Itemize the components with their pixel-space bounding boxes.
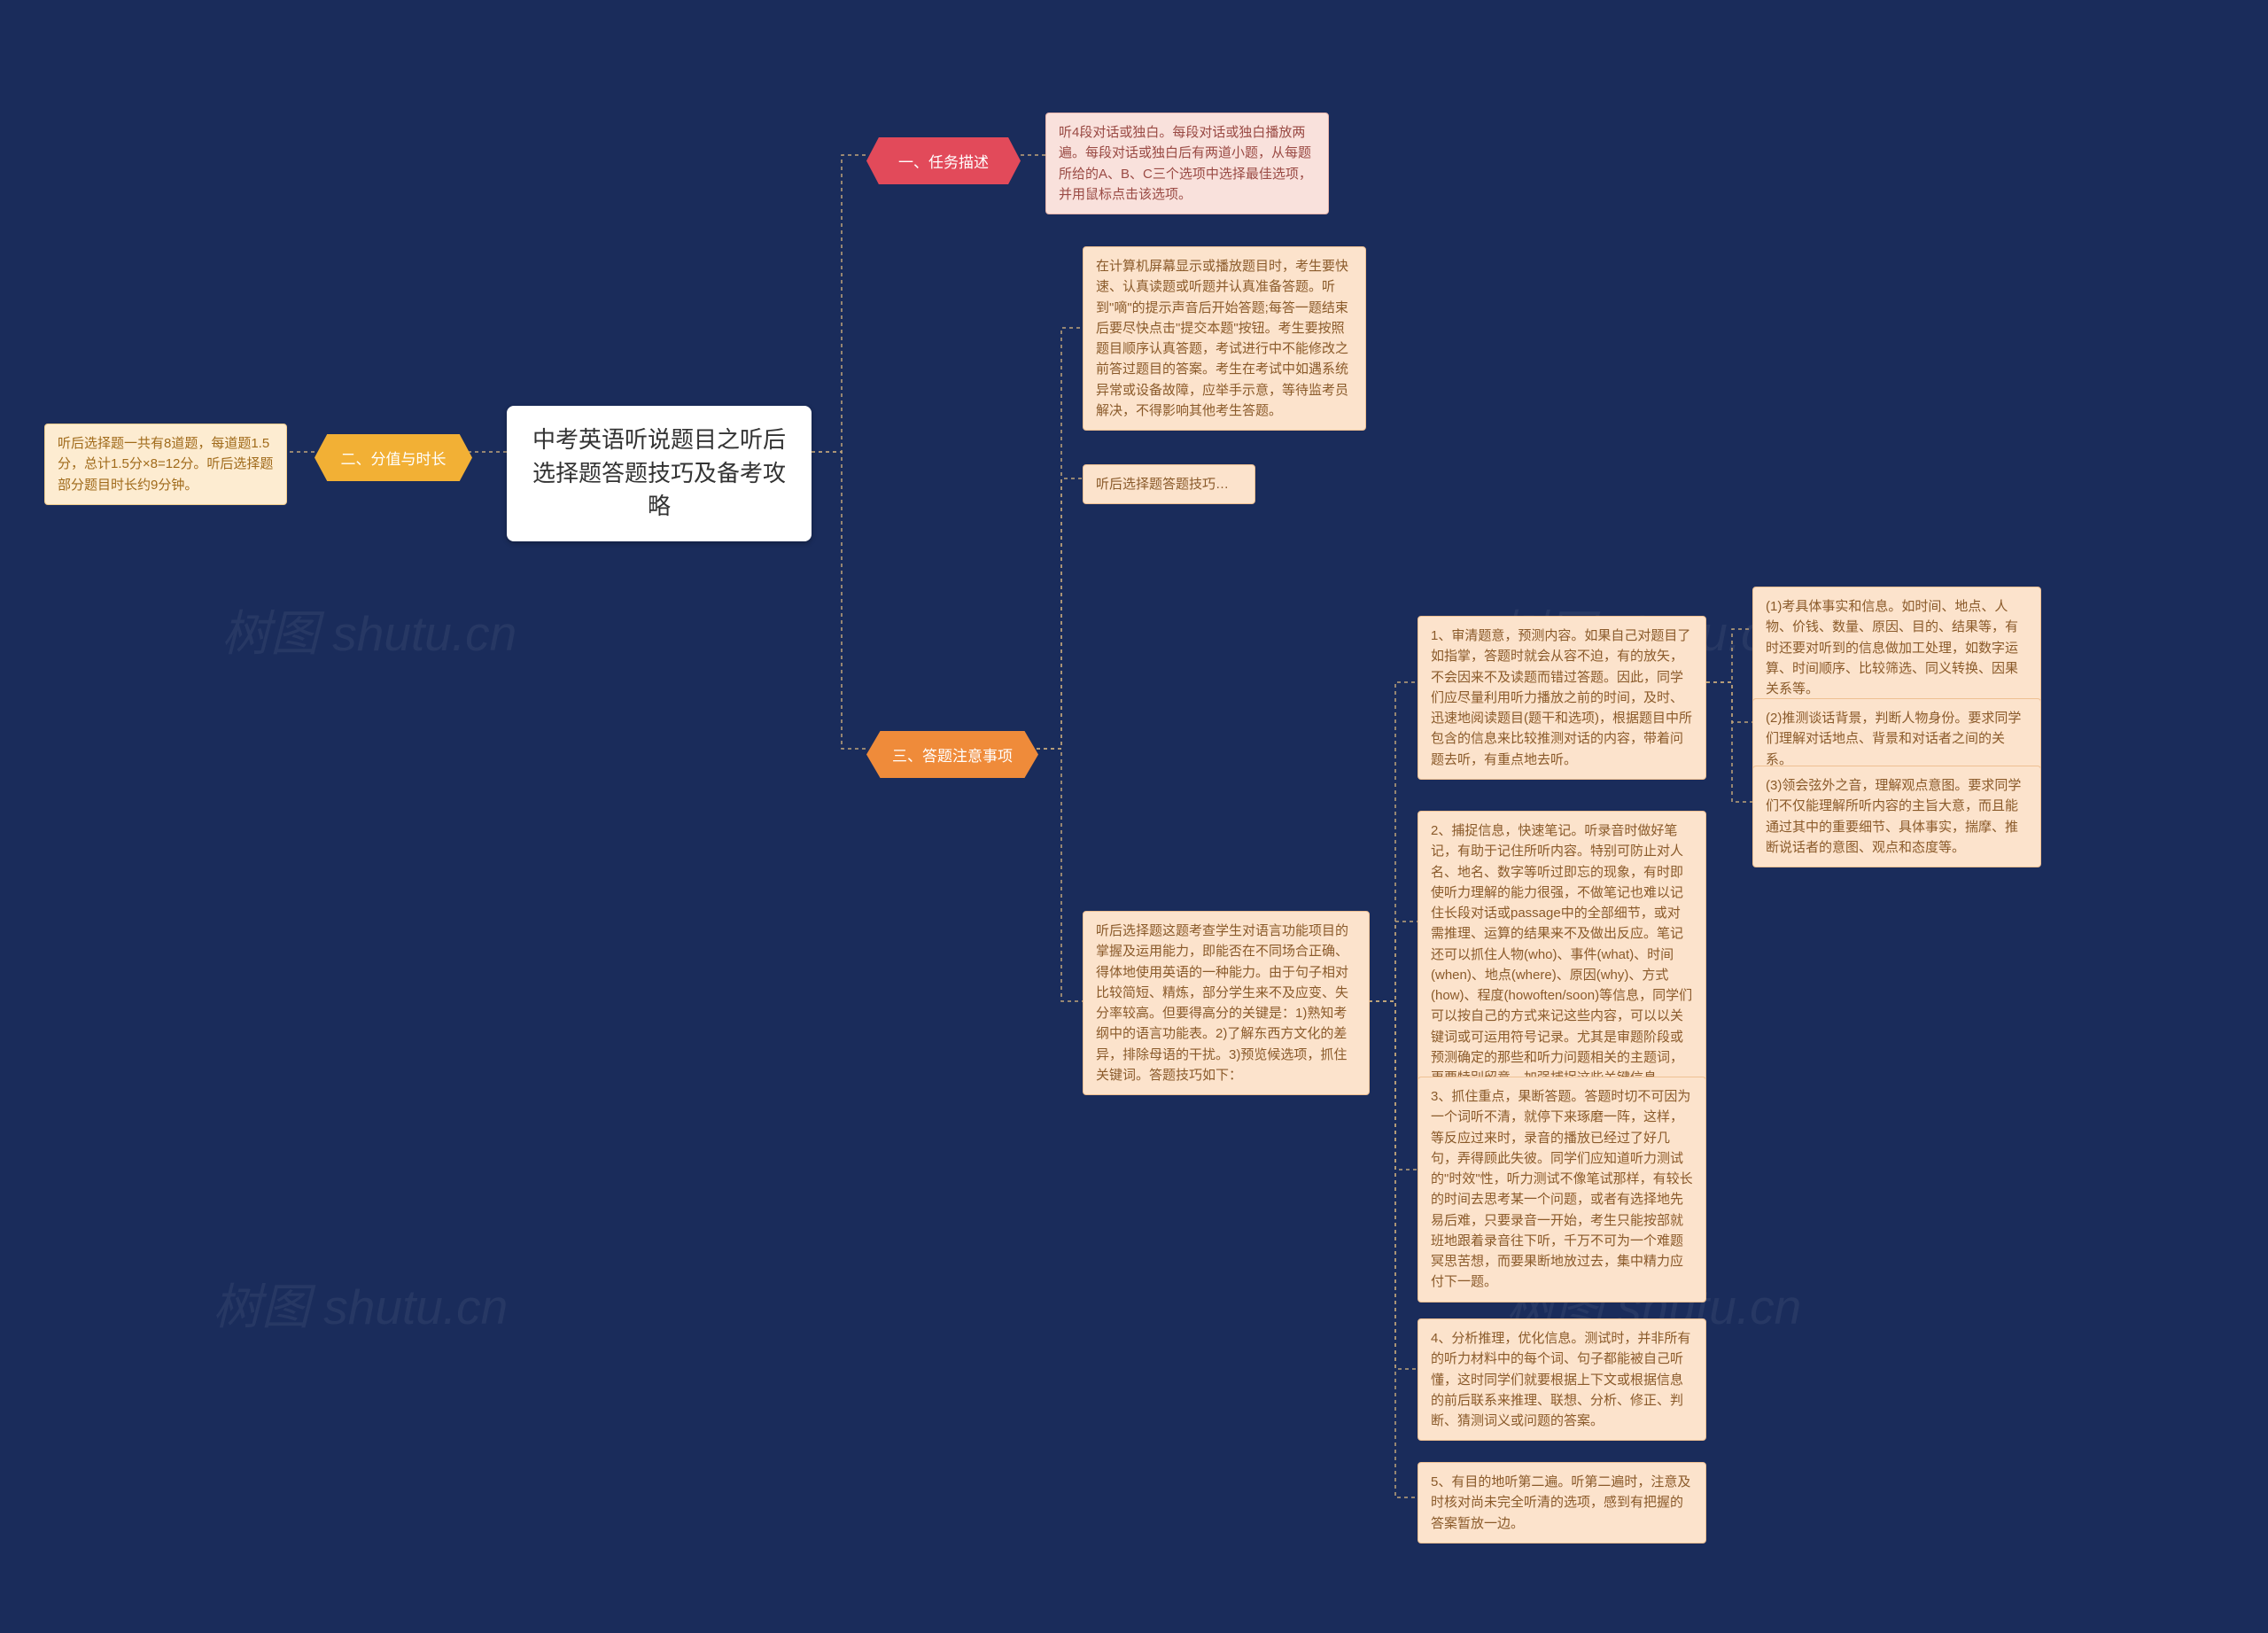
branch-1-leaf[interactable]: 听4段对话或独白。每段对话或独白播放两遍。每段对话或独白后有两道小题，从每题所给… bbox=[1045, 113, 1329, 214]
branch-3-tip-b[interactable]: 听后选择题答题技巧… bbox=[1083, 464, 1255, 504]
branch-3-item-1-sub-3-text: (3)领会弦外之音，理解观点意图。要求同学们不仅能理解所听内容的主旨大意，而且能… bbox=[1766, 778, 2021, 855]
branch-3-item-2-text: 2、捕捉信息，快速笔记。听录音时做好笔记，有助于记住所听内容。特别可防止对人名、… bbox=[1431, 823, 1692, 1085]
branch-3-tip-b-text: 听后选择题答题技巧… bbox=[1096, 477, 1229, 492]
branch-3-label[interactable]: 三、答题注意事项 bbox=[866, 731, 1038, 778]
branch-1-leaf-text: 听4段对话或独白。每段对话或独白播放两遍。每段对话或独白后有两道小题，从每题所给… bbox=[1059, 125, 1312, 202]
branch-3-intro[interactable]: 听后选择题这题考查学生对语言功能项目的掌握及运用能力，即能否在不同场合正确、得体… bbox=[1083, 911, 1370, 1095]
watermark: 树图 shutu.cn bbox=[213, 1267, 508, 1338]
center-topic[interactable]: 中考英语听说题目之听后选择题答题技巧及备考攻略 bbox=[507, 406, 812, 541]
branch-3-tip-a[interactable]: 在计算机屏幕显示或播放题目时，考生要快速、认真读题或听题并认真准备答题。听到"嘀… bbox=[1083, 246, 1366, 431]
branch-3-item-1-sub-2-text: (2)推测谈话背景，判断人物身份。要求同学们理解对话地点、背景和对话者之间的关系… bbox=[1766, 711, 2021, 767]
branch-3-item-1-sub-3[interactable]: (3)领会弦外之音，理解观点意图。要求同学们不仅能理解所听内容的主旨大意，而且能… bbox=[1752, 766, 2041, 867]
branch-2-label[interactable]: 二、分值与时长 bbox=[315, 434, 472, 481]
branch-3-item-1[interactable]: 1、审清题意，预测内容。如果自己对题目了如指掌，答题时就会从容不迫，有的放矢，不… bbox=[1418, 616, 1706, 780]
branch-3-item-5[interactable]: 5、有目的地听第二遍。听第二遍时，注意及时核对尚未完全听清的选项，感到有把握的答… bbox=[1418, 1462, 1706, 1544]
branch-2-leaf-text: 听后选择题一共有8道题，每道题1.5分，总计1.5分×8=12分。听后选择题部分… bbox=[58, 436, 273, 493]
branch-3-item-4[interactable]: 4、分析推理，优化信息。测试时，并非所有的听力材料中的每个词、句子都能被自己听懂… bbox=[1418, 1318, 1706, 1441]
branch-3-item-3[interactable]: 3、抓住重点，果断答题。答题时切不可因为一个词听不清，就停下来琢磨一阵，这样，等… bbox=[1418, 1077, 1706, 1303]
branch-1-label-text: 一、任务描述 bbox=[898, 154, 989, 171]
branch-3-item-1-sub-1[interactable]: (1)考具体事实和信息。如时间、地点、人物、价钱、数量、原因、目的、结果等，有时… bbox=[1752, 587, 2041, 709]
branch-3-item-1-sub-1-text: (1)考具体事实和信息。如时间、地点、人物、价钱、数量、原因、目的、结果等，有时… bbox=[1766, 599, 2018, 696]
branch-2-leaf[interactable]: 听后选择题一共有8道题，每道题1.5分，总计1.5分×8=12分。听后选择题部分… bbox=[44, 424, 287, 505]
branch-3-item-5-text: 5、有目的地听第二遍。听第二遍时，注意及时核对尚未完全听清的选项，感到有把握的答… bbox=[1431, 1474, 1690, 1531]
branch-3-intro-text: 听后选择题这题考查学生对语言功能项目的掌握及运用能力，即能否在不同场合正确、得体… bbox=[1096, 923, 1348, 1083]
branch-3-tip-a-text: 在计算机屏幕显示或播放题目时，考生要快速、认真读题或听题并认真准备答题。听到"嘀… bbox=[1096, 259, 1348, 418]
branch-1-label[interactable]: 一、任务描述 bbox=[866, 137, 1021, 184]
branch-2-label-text: 二、分值与时长 bbox=[341, 451, 447, 468]
center-text: 中考英语听说题目之听后选择题答题技巧及备考攻略 bbox=[532, 426, 786, 519]
watermark: 树图 shutu.cn bbox=[221, 594, 517, 665]
branch-3-label-text: 三、答题注意事项 bbox=[892, 748, 1013, 765]
branch-3-item-4-text: 4、分析推理，优化信息。测试时，并非所有的听力材料中的每个词、句子都能被自己听懂… bbox=[1431, 1331, 1690, 1428]
branch-3-item-2[interactable]: 2、捕捉信息，快速笔记。听录音时做好笔记，有助于记住所听内容。特别可防止对人名、… bbox=[1418, 811, 1706, 1098]
branch-3-item-1-text: 1、审清题意，预测内容。如果自己对题目了如指掌，答题时就会从容不迫，有的放矢，不… bbox=[1431, 628, 1692, 767]
branch-3-item-3-text: 3、抓住重点，果断答题。答题时切不可因为一个词听不清，就停下来琢磨一阵，这样，等… bbox=[1431, 1089, 1693, 1289]
